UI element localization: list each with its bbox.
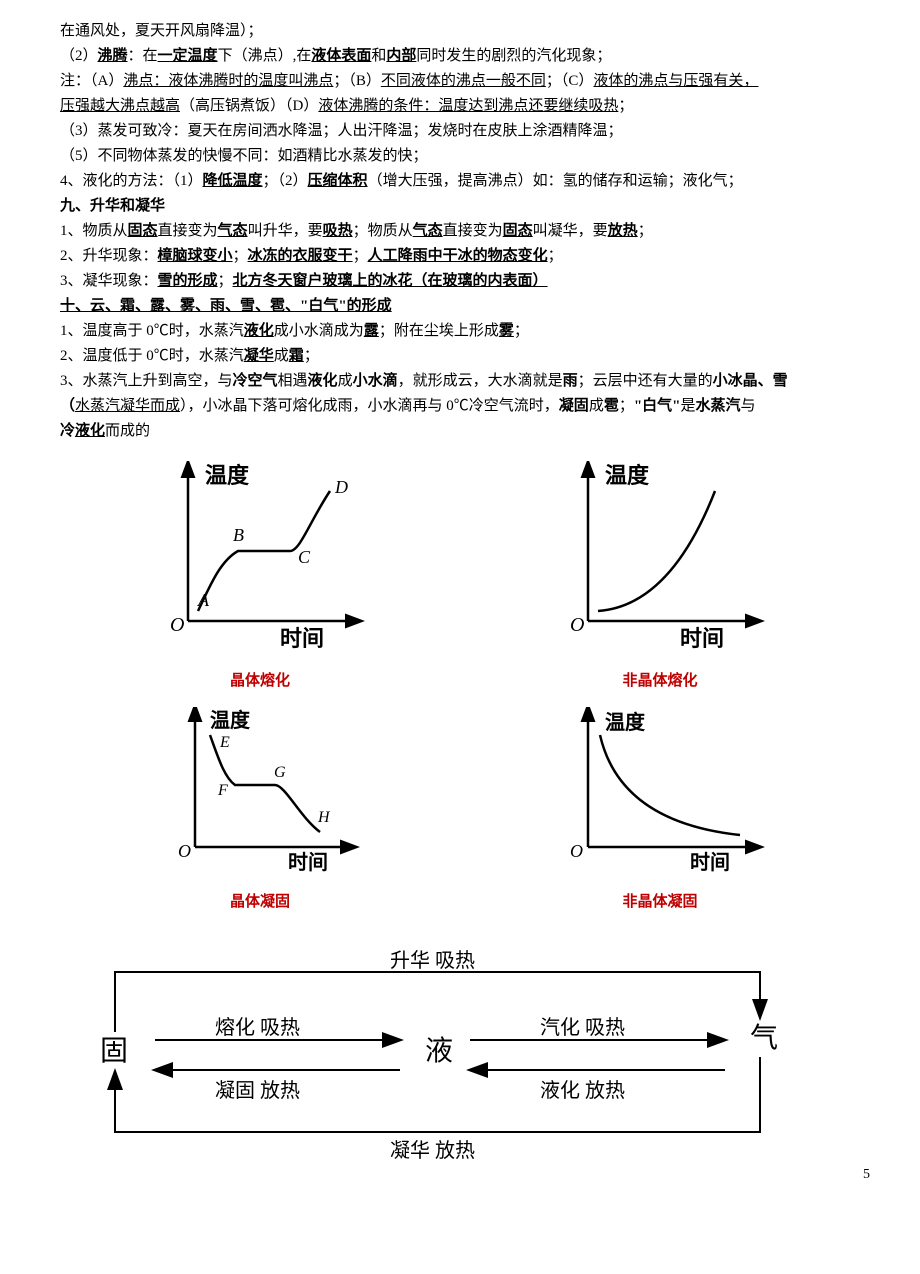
caption-amorphous-melt: 非晶体熔化 (622, 669, 697, 693)
page-number: 5 (863, 1164, 870, 1186)
caption-amorphous-solidify: 非晶体凝固 (622, 890, 697, 914)
svg-text:B: B (233, 525, 244, 545)
line-deposit-ex: 3、凝华现象：雪的形成；北方冬天窗户玻璃上的冰花（在玻璃的内表面） (60, 269, 860, 293)
svg-text:O: O (178, 841, 191, 861)
svg-text:E: E (219, 734, 230, 751)
svg-text:液化 放热: 液化 放热 (540, 1079, 625, 1102)
svg-text:D: D (334, 477, 348, 497)
svg-text:凝固 放热: 凝固 放热 (215, 1079, 300, 1102)
svg-text:G: G (274, 764, 286, 781)
svg-text:凝华 放热: 凝华 放热 (390, 1139, 475, 1162)
line-cloud1: 3、水蒸汽上升到高空，与冷空气相遇液化成小水滴，就形成云，大水滴就是雨；云层中还… (60, 369, 860, 393)
line-sublim-def: 1、物质从固态直接变为气态叫升华，要吸热；物质从气态直接变为固态叫凝华，要放热； (60, 219, 860, 243)
line-dew: 1、温度高于 0℃时，水蒸汽液化成小水滴成为露；附在尘埃上形成雾； (60, 319, 860, 343)
svg-text:温度: 温度 (205, 463, 250, 488)
line-sublim-ex: 2、升华现象：樟脑球变小；冰冻的衣服变干；人工降雨中干冰的物态变化； (60, 244, 860, 268)
line-cloud3: 冷液化而成的 (60, 419, 860, 443)
svg-text:温度: 温度 (605, 463, 650, 488)
node-gas: 气 (750, 1022, 778, 1054)
svg-text:O: O (570, 841, 583, 861)
heading-10: 十、云、霜、露、雾、雨、雪、雹、"白气"的形成 (60, 294, 860, 318)
line-cloud2: （水蒸汽凝华而成），小冰晶下落可熔化成雨，小水滴再与 0℃冷空气流时，凝固成雹；… (60, 394, 860, 418)
svg-text:温度: 温度 (210, 708, 251, 732)
chart-crystal-melt: O 温度 时间 A B C D (150, 461, 370, 659)
line-note2: 压强越大沸点越高（高压锅煮饭）（D）液体沸腾的条件：温度达到沸点还要继续吸热； (60, 94, 860, 118)
svg-text:升华 吸热: 升华 吸热 (390, 949, 475, 972)
caption-crystal-solidify: 晶体凝固 (230, 890, 290, 914)
svg-text:H: H (317, 809, 331, 826)
svg-text:F: F (217, 782, 228, 799)
svg-text:O: O (570, 614, 584, 636)
node-liquid: 液 (425, 1035, 453, 1067)
line-boiling: （2）沸腾：在一定温度下（沸点）,在液体表面和内部同时发生的剧烈的汽化现象； (60, 44, 860, 68)
caption-crystal-melt: 晶体熔化 (230, 669, 290, 693)
svg-text:A: A (197, 590, 210, 610)
svg-text:时间: 时间 (280, 626, 324, 651)
charts-grid: O 温度 时间 A B C D 晶体熔化 O 温度 时间 E F G H (60, 457, 860, 924)
chart-crystal-solidify: O 温度 时间 E F G H (160, 707, 360, 880)
svg-text:温度: 温度 (605, 710, 646, 734)
origin-label: O (170, 614, 184, 636)
line-liquefy-method: 4、液化的方法：（1）降低温度；（2）压缩体积（增大压强，提高沸点）如：氢的储存… (60, 169, 860, 193)
heading-9: 九、升华和凝华 (60, 194, 860, 218)
svg-text:熔化 吸热: 熔化 吸热 (215, 1016, 300, 1039)
node-solid: 固 (100, 1036, 128, 1067)
phase-change-diagram: 固 液 气 升华 吸热 熔化 吸热 汽化 吸热 凝固 放热 液化 放热 凝华 放… (60, 942, 860, 1180)
line-note1: 注：（A）沸点：液体沸腾时的温度叫沸点；（B）不同液体的沸点一般不同；（C）液体… (60, 69, 860, 93)
svg-text:C: C (298, 547, 311, 567)
line-evap-speed: （5）不同物体蒸发的快慢不同：如酒精比水蒸发的快； (60, 144, 860, 168)
chart-amorphous-solidify: O 温度 时间 (550, 707, 770, 880)
svg-text:时间: 时间 (680, 626, 724, 651)
line-evap-cool: （3）蒸发可致冷：夏天在房间洒水降温；人出汗降温；发烧时在皮肤上涂酒精降温； (60, 119, 860, 143)
svg-text:汽化 吸热: 汽化 吸热 (540, 1016, 625, 1039)
line-frost: 2、温度低于 0℃时，水蒸汽凝华成霜； (60, 344, 860, 368)
line-fan: 在通风处，夏天开风扇降温）； (60, 19, 860, 43)
svg-text:时间: 时间 (288, 851, 328, 872)
svg-text:时间: 时间 (690, 851, 730, 872)
chart-amorphous-melt: O 温度 时间 (550, 461, 770, 659)
